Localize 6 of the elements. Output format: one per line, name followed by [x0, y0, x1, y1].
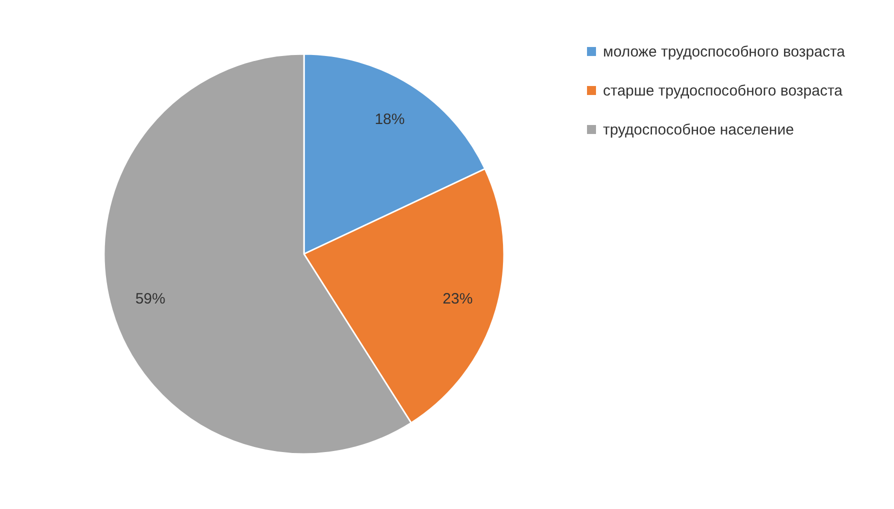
data-label: 59% [135, 290, 166, 308]
data-label: 18% [374, 110, 405, 128]
legend-label: моложе трудоспособного возраста [603, 44, 846, 60]
data-label: 23% [442, 290, 473, 308]
legend-label: трудоспособное население [603, 122, 794, 138]
legend-label: старше трудоспособного возраста [603, 82, 844, 100]
